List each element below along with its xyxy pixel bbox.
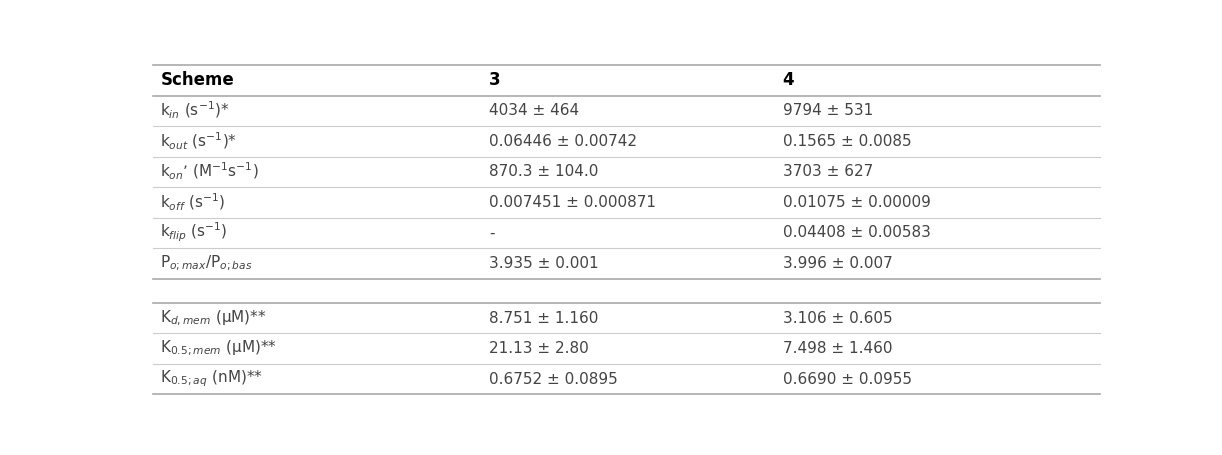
Text: Scheme: Scheme: [160, 71, 235, 89]
Text: 0.04408 ± 0.00583: 0.04408 ± 0.00583: [782, 225, 930, 240]
Text: 0.06446 ± 0.00742: 0.06446 ± 0.00742: [489, 134, 637, 149]
Text: k$_{in}$ (s$^{-1}$)*: k$_{in}$ (s$^{-1}$)*: [160, 100, 230, 121]
Text: 0.007451 ± 0.000871: 0.007451 ± 0.000871: [489, 195, 656, 210]
Text: 3703 ± 627: 3703 ± 627: [782, 164, 873, 179]
Text: 21.13 ± 2.80: 21.13 ± 2.80: [489, 341, 589, 356]
Text: K$_{0.5;aq}$ (nM)**: K$_{0.5;aq}$ (nM)**: [160, 369, 263, 389]
Text: K$_{0.5;mem}$ (μM)**: K$_{0.5;mem}$ (μM)**: [160, 339, 277, 359]
Text: 0.01075 ± 0.00009: 0.01075 ± 0.00009: [782, 195, 930, 210]
Text: 0.6690 ± 0.0955: 0.6690 ± 0.0955: [782, 372, 912, 387]
Text: K$_{d,mem}$ (μM)**: K$_{d,mem}$ (μM)**: [160, 308, 266, 328]
Text: k$_{flip}$ (s$^{-1}$): k$_{flip}$ (s$^{-1}$): [160, 221, 227, 244]
Text: 870.3 ± 104.0: 870.3 ± 104.0: [489, 164, 599, 179]
Text: 0.6752 ± 0.0895: 0.6752 ± 0.0895: [489, 372, 617, 387]
Text: P$_{o;max}$/P$_{o;bas}$: P$_{o;max}$/P$_{o;bas}$: [160, 254, 253, 273]
Text: 8.751 ± 1.160: 8.751 ± 1.160: [489, 311, 599, 326]
Text: 3: 3: [489, 71, 501, 89]
Text: 3.106 ± 0.605: 3.106 ± 0.605: [782, 311, 892, 326]
Text: 3.996 ± 0.007: 3.996 ± 0.007: [782, 256, 892, 271]
Text: k$_{off}$ (s$^{-1}$): k$_{off}$ (s$^{-1}$): [160, 192, 226, 213]
Text: 3.935 ± 0.001: 3.935 ± 0.001: [489, 256, 599, 271]
Text: 9794 ± 531: 9794 ± 531: [782, 103, 873, 118]
Text: 4034 ± 464: 4034 ± 464: [489, 103, 579, 118]
Text: k$_{on}$’ (M$^{-1}$s$^{-1}$): k$_{on}$’ (M$^{-1}$s$^{-1}$): [160, 161, 259, 182]
Text: k$_{out}$ (s$^{-1}$)*: k$_{out}$ (s$^{-1}$)*: [160, 131, 237, 152]
Text: 0.1565 ± 0.0085: 0.1565 ± 0.0085: [782, 134, 912, 149]
Text: -: -: [489, 225, 495, 240]
Text: 7.498 ± 1.460: 7.498 ± 1.460: [782, 341, 892, 356]
Text: 4: 4: [782, 71, 794, 89]
